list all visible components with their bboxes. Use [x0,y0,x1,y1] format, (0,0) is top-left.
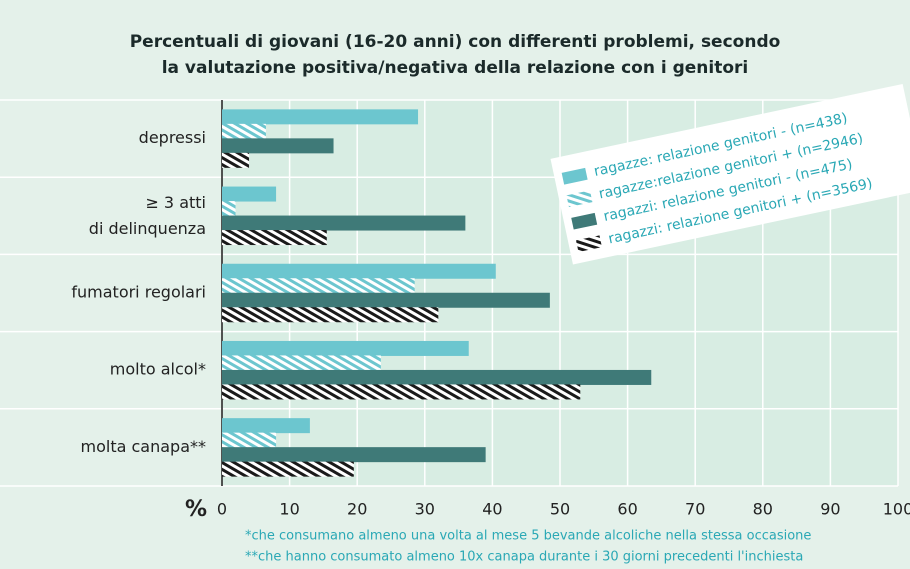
y-tick-label: molta canapa** [81,437,207,456]
y-tick-label: fumatori regolari [71,283,206,302]
bar [222,215,466,231]
bar [222,292,550,308]
bar [222,384,581,400]
x-axis-label: % [185,497,207,522]
bar [222,109,419,125]
x-tick-label: 0 [217,500,227,519]
x-tick-label: 100 [883,500,910,519]
bar [222,278,415,294]
x-tick-label: 70 [685,500,705,519]
y-tick-label: ≥ 3 atti di delinquenza [89,192,206,237]
x-tick-label: 40 [482,500,502,519]
bar [222,369,652,385]
bar [222,201,236,217]
x-tick-label: 90 [820,500,840,519]
bar [222,186,277,202]
chart-title: Percentuali di giovani (16-20 anni) con … [130,32,781,78]
legend-swatch [566,190,593,208]
bar [222,340,469,356]
x-tick-label: 30 [415,500,435,519]
x-tick-label: 60 [617,500,637,519]
bar [222,263,496,279]
x-tick-label: 50 [550,500,570,519]
legend: ragazze: relazione genitori - (n=438)rag… [550,83,910,265]
legend-swatch [576,235,602,253]
legend-box [550,83,910,265]
bar [222,123,266,139]
legend-swatch [571,212,598,230]
y-tick-label: molto alcol* [110,360,206,379]
x-tick-label: 20 [347,500,367,519]
footnote: *che consumano almeno una volta al mese … [245,529,811,544]
y-tick-label: depressi [139,128,206,147]
bar [222,152,250,168]
bar [222,447,486,463]
bar [222,355,381,371]
bar [222,461,354,477]
bar [222,307,439,323]
bar [222,432,277,448]
legend-swatch [561,167,588,185]
bar [222,230,327,246]
bar [222,418,310,434]
bar [222,138,334,154]
footnote: **che hanno consumato almeno 10x canapa … [245,550,803,565]
x-tick-label: 80 [753,500,773,519]
x-tick-label: 10 [279,500,299,519]
